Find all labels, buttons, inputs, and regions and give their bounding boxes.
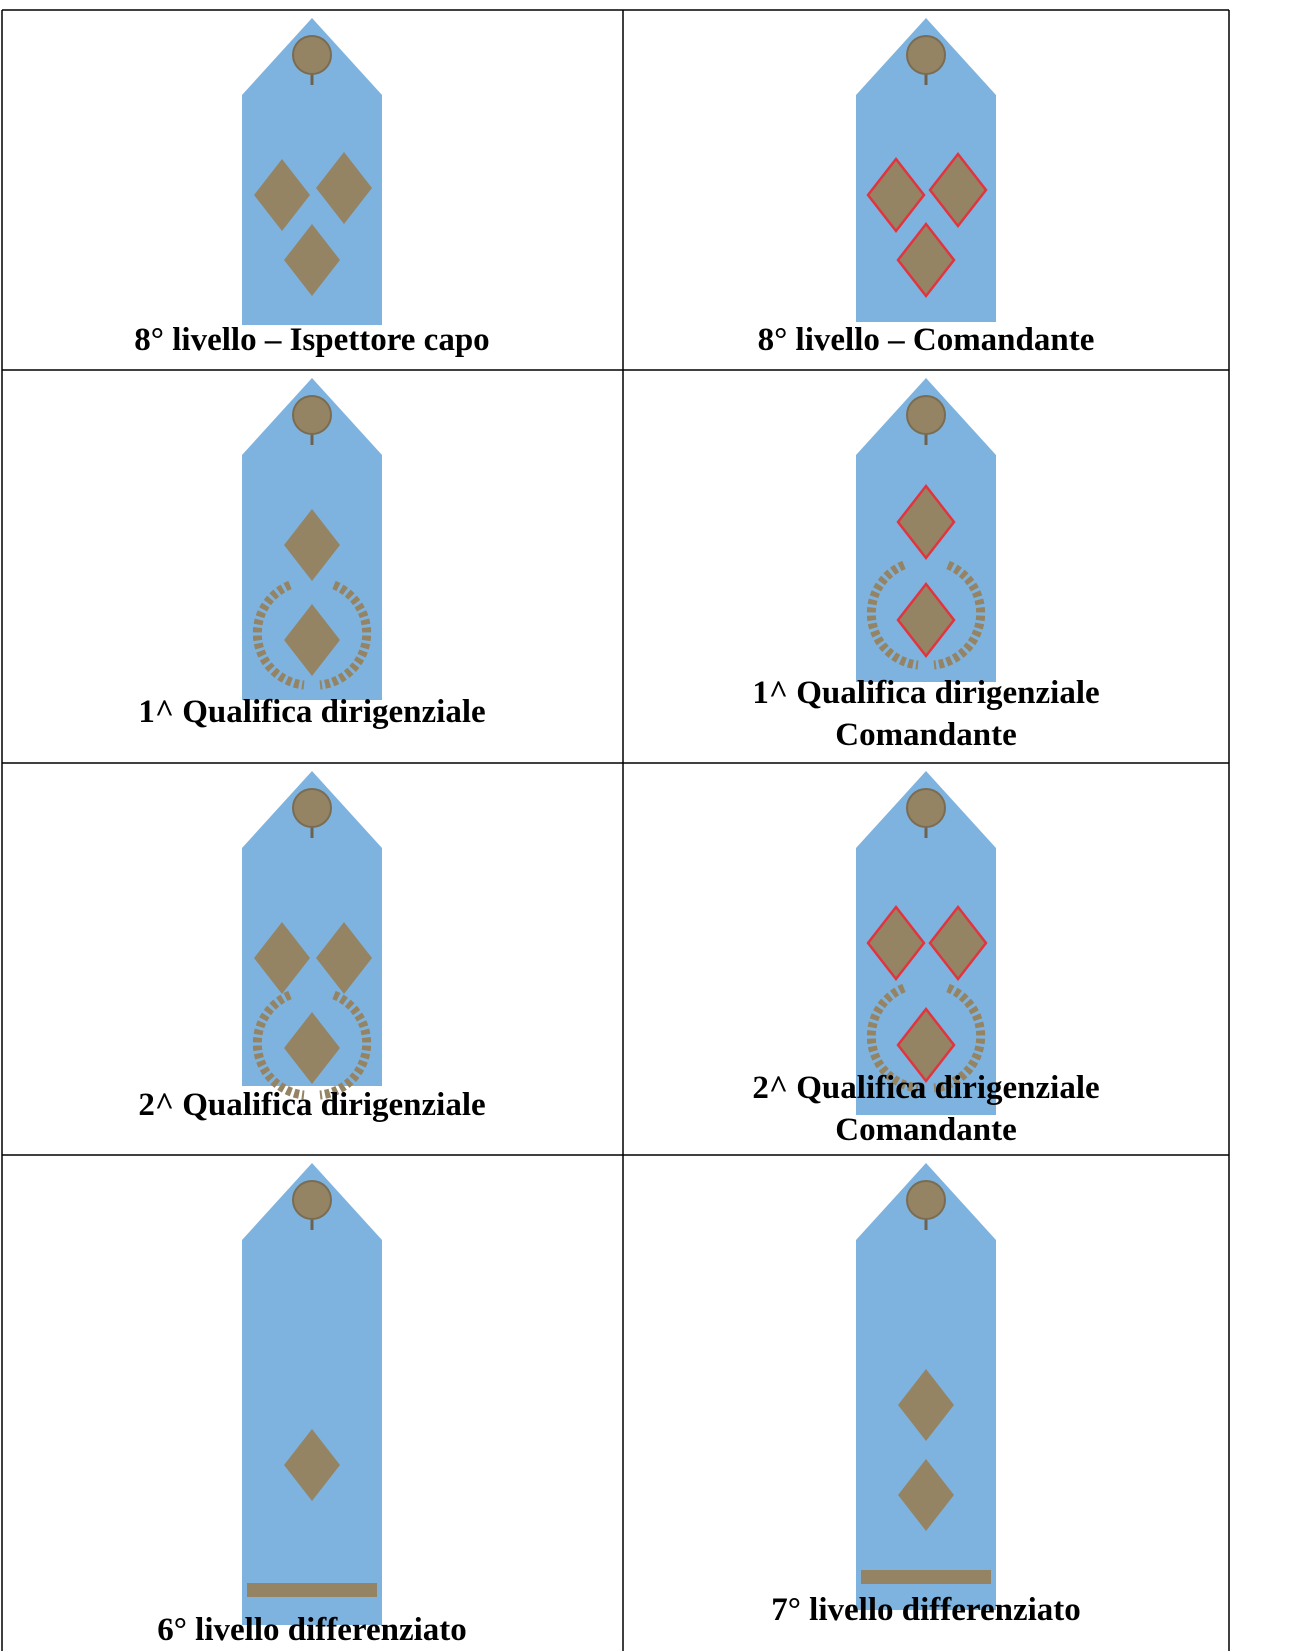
cell-label: 7° livello differenziato: [771, 1592, 1081, 1628]
cell-label: Comandante: [835, 1112, 1017, 1148]
button: [906, 35, 946, 75]
epaulette: [856, 378, 996, 682]
rank-diamond: [316, 922, 372, 994]
rank-diamond: [928, 151, 988, 229]
cell-label: 1^ Qualifica dirigenziale: [138, 694, 485, 730]
epaulette: [856, 771, 996, 1115]
rank-bar: [861, 1570, 991, 1584]
rank-diamond: [896, 483, 956, 561]
wreath: [866, 560, 986, 670]
button: [292, 788, 332, 828]
cell-label: 8° livello – Comandante: [758, 322, 1095, 358]
epaulette: [242, 378, 382, 700]
rank-diamond: [254, 159, 310, 231]
rank-diamond: [284, 604, 340, 676]
epaulette-body: [242, 18, 382, 325]
button: [292, 1180, 332, 1220]
epaulette: [242, 771, 382, 1100]
rank-diamond: [866, 156, 926, 234]
rank-bar: [247, 1583, 377, 1597]
rank-diamond: [284, 1429, 340, 1501]
rank-diamond: [896, 1006, 956, 1084]
rank-diamond: [254, 922, 310, 994]
wreath: [252, 580, 372, 690]
cell-label: 8° livello – Ispettore capo: [134, 322, 489, 358]
cell-label: 2^ Qualifica dirigenziale: [752, 1070, 1099, 1106]
button: [906, 1180, 946, 1220]
wreath: [866, 983, 986, 1093]
cell-label: 6° livello differenziato: [157, 1612, 467, 1648]
epaulette: [856, 1163, 996, 1610]
rank-diamond: [896, 221, 956, 299]
rank-diamond: [284, 224, 340, 296]
button: [906, 788, 946, 828]
button: [292, 395, 332, 435]
button: [906, 395, 946, 435]
epaulette-body: [856, 18, 996, 322]
rank-diamond: [284, 1012, 340, 1084]
cell-label: Comandante: [835, 717, 1017, 753]
rank-diamond: [866, 904, 926, 982]
epaulette: [242, 18, 382, 325]
cell-label: 2^ Qualifica dirigenziale: [138, 1087, 485, 1123]
button: [292, 35, 332, 75]
rank-diamond: [898, 1459, 954, 1531]
epaulette-body: [242, 1163, 382, 1625]
epaulette: [242, 1163, 382, 1625]
rank-diamond: [898, 1369, 954, 1441]
rank-diamond: [284, 509, 340, 581]
cell-label: 1^ Qualifica dirigenziale: [752, 675, 1099, 711]
epaulette-body: [856, 771, 996, 1115]
wreath: [252, 990, 372, 1100]
epaulette: [856, 18, 996, 322]
rank-diamond: [896, 581, 956, 659]
rank-diamond: [316, 152, 372, 224]
rank-diamond: [928, 904, 988, 982]
